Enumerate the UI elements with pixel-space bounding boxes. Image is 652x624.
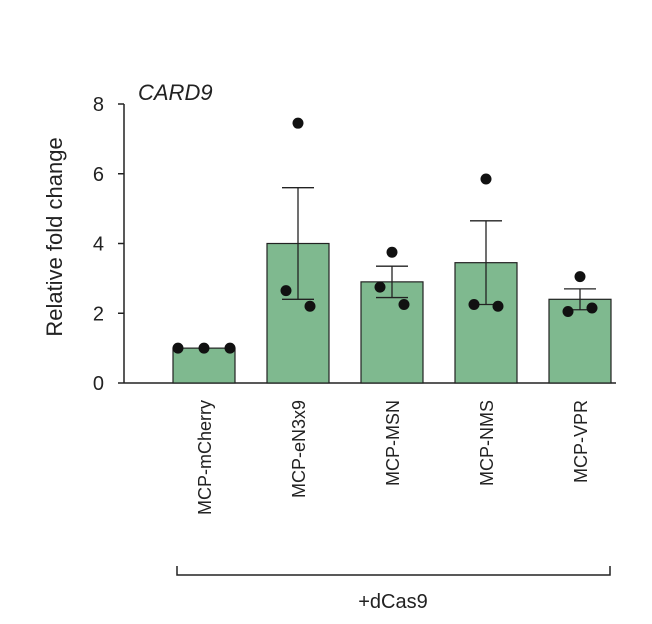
data-point: [562, 306, 574, 318]
bar: [172, 347, 236, 384]
data-point: [574, 271, 586, 283]
bars: [172, 242, 612, 384]
data-point: [480, 173, 492, 185]
data-points: [172, 117, 598, 354]
x-tick-label: MCP-NMS: [477, 400, 497, 486]
group-bracket: [176, 566, 611, 576]
chart-title: CARD9: [138, 80, 213, 105]
x-tick-label: MCP-eN3x9: [289, 400, 309, 498]
category-labels: MCP-mCherry MCP-eN3x9 MCP-MSN MCP-NMS MCP-VP…: [195, 400, 591, 515]
y-tick-label: 0: [93, 373, 104, 395]
bar: [548, 298, 612, 384]
x-tick-label: MCP-mCherry: [195, 400, 215, 515]
data-point: [586, 302, 598, 314]
y-tick-label: 6: [93, 164, 104, 186]
group-label: +dCas9: [358, 591, 428, 613]
y-tick-label: 4: [93, 234, 104, 256]
y-axis: 0 2 4 6 8: [93, 94, 616, 395]
data-point: [374, 281, 386, 293]
error-bars: [282, 187, 596, 311]
data-point: [398, 299, 410, 311]
y-tick-label: 8: [93, 94, 104, 116]
data-point: [224, 342, 236, 354]
data-point: [304, 300, 316, 312]
y-axis-title: Relative fold change: [42, 137, 67, 336]
bar: [360, 281, 424, 384]
data-point: [468, 299, 480, 311]
y-tick-label: 2: [93, 303, 104, 325]
data-point: [386, 246, 398, 258]
data-point: [172, 342, 184, 354]
data-point: [292, 117, 304, 129]
data-point: [198, 342, 210, 354]
data-point: [492, 300, 504, 312]
data-point: [280, 285, 292, 297]
x-tick-label: MCP-VPR: [571, 400, 591, 483]
x-tick-label: MCP-MSN: [383, 400, 403, 486]
